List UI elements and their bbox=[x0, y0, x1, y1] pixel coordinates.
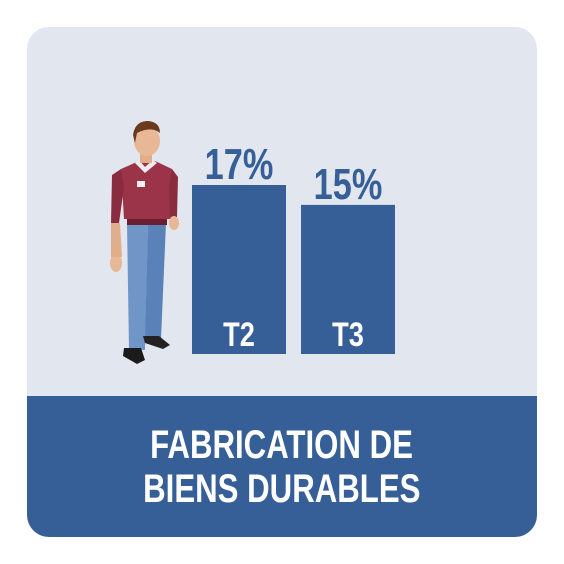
category-label-t3: T3 bbox=[332, 315, 364, 354]
value-label-t2: 17% bbox=[205, 140, 274, 189]
value-label-t3: 15% bbox=[314, 160, 383, 209]
category-label-t2: T2 bbox=[223, 315, 255, 354]
bar-chart: 17% T2 15% T3 bbox=[110, 121, 395, 364]
chart-panel: 17% T2 15% T3 bbox=[27, 27, 537, 396]
caption-line-1: FABRICATION DE bbox=[150, 422, 414, 467]
bar-t3 bbox=[301, 204, 395, 354]
worker-person-icon bbox=[110, 121, 179, 364]
bars-layer: 17% T2 15% T3 bbox=[192, 140, 395, 354]
bar-t2 bbox=[192, 185, 286, 354]
caption-banner: FABRICATION DE BIENS DURABLES bbox=[27, 396, 537, 537]
infographic-card: 17% T2 15% T3 FABRICATION DE BIENS DURABLES bbox=[27, 27, 537, 537]
caption-line-2: BIENS DURABLES bbox=[143, 466, 421, 511]
